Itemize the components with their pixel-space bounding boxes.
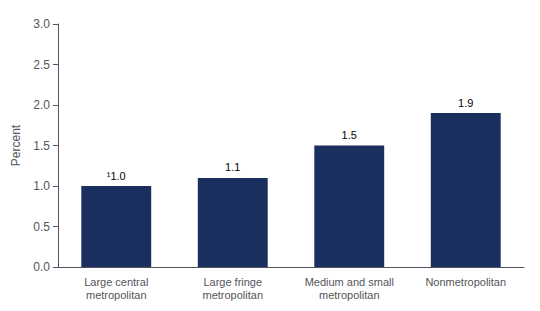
- svg-text:0.0: 0.0: [33, 260, 50, 274]
- svg-text:Large fringe: Large fringe: [203, 276, 262, 288]
- svg-text:¹1.0: ¹1.0: [107, 170, 126, 182]
- svg-text:1.9: 1.9: [458, 97, 473, 109]
- svg-text:1.5: 1.5: [342, 129, 357, 141]
- svg-text:metropolitan: metropolitan: [86, 289, 147, 301]
- svg-text:0.5: 0.5: [33, 220, 50, 234]
- svg-text:1.1: 1.1: [225, 161, 240, 173]
- svg-text:2.0: 2.0: [33, 98, 50, 112]
- svg-text:Percent: Percent: [9, 124, 23, 166]
- svg-text:1.5: 1.5: [33, 139, 50, 153]
- svg-text:Large central: Large central: [84, 276, 148, 288]
- svg-text:1.0: 1.0: [33, 179, 50, 193]
- svg-text:metropolitan: metropolitan: [319, 289, 380, 301]
- svg-text:Nonmetropolitan: Nonmetropolitan: [425, 276, 506, 288]
- svg-text:Medium and small: Medium and small: [305, 276, 394, 288]
- svg-text:metropolitan: metropolitan: [202, 289, 263, 301]
- svg-text:3.0: 3.0: [33, 17, 50, 31]
- svg-text:2.5: 2.5: [33, 58, 50, 72]
